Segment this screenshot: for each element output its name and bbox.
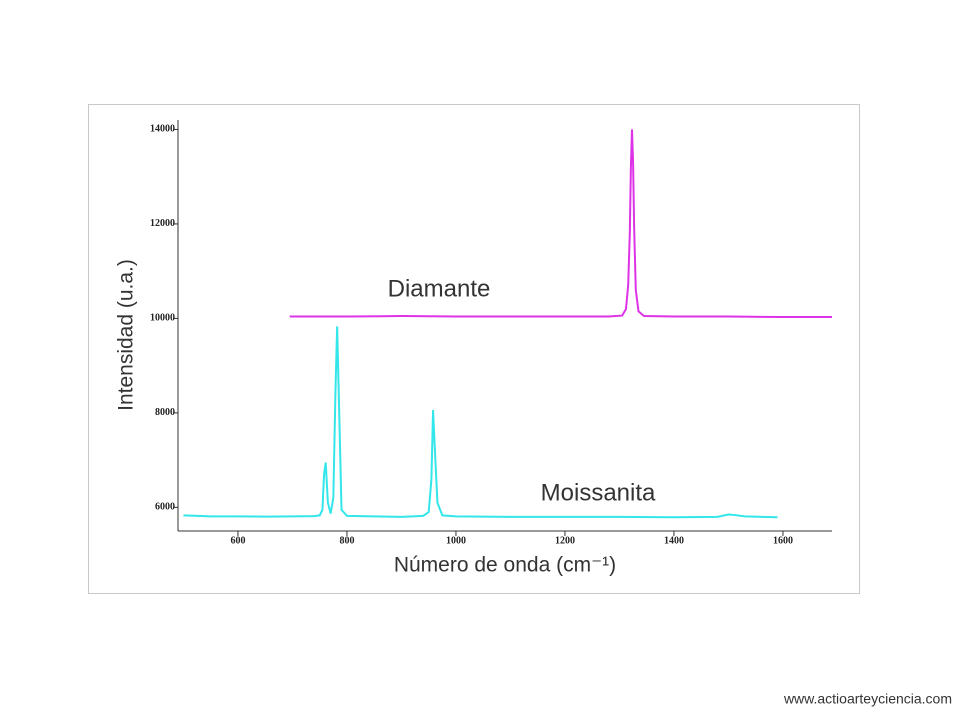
y-axis-label: Intensidad (u.a.) xyxy=(115,259,138,411)
x-tick-label: 1000 xyxy=(446,535,466,546)
x-tick-label: 1600 xyxy=(773,535,793,546)
chart-frame xyxy=(88,104,860,594)
series-line xyxy=(289,129,832,318)
y-tick-label: 8000 xyxy=(155,407,175,418)
y-tick-label: 12000 xyxy=(150,218,175,229)
x-tick-label: 1400 xyxy=(664,535,684,546)
series-label: Moissanita xyxy=(541,479,656,506)
series-line xyxy=(183,326,778,519)
y-tick-label: 6000 xyxy=(155,502,175,513)
x-axis-label: Número de onda (cm⁻¹) xyxy=(394,554,616,577)
source: www.actioarteyciencia.com xyxy=(783,691,952,707)
y-tick-label: 14000 xyxy=(150,124,175,135)
y-tick-label: 10000 xyxy=(150,313,175,324)
x-tick-label: 1200 xyxy=(555,535,575,546)
x-tick-label: 600 xyxy=(230,535,245,546)
x-tick-label: 800 xyxy=(339,535,354,546)
series-label: Diamante xyxy=(388,275,491,302)
